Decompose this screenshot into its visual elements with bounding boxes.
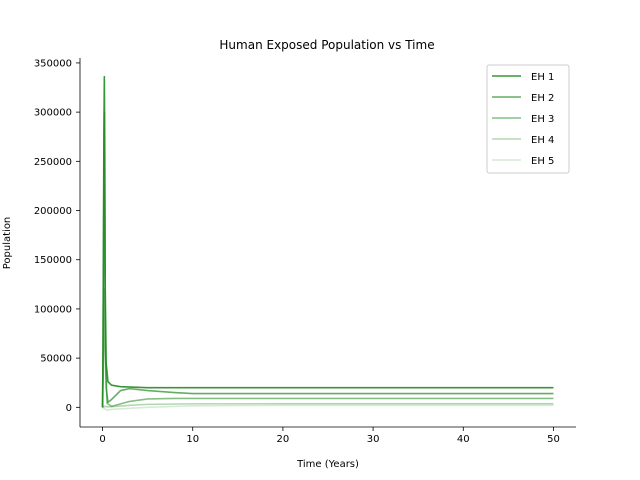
x-tick-label: 50 [547,434,560,445]
series-line-eh-1 [101,75,554,408]
x-tick-label: 40 [457,434,470,445]
x-tick-label: 30 [367,434,380,445]
x-tick-label: 0 [99,434,105,445]
chart-title: Human Exposed Population vs Time [219,38,434,52]
legend-label: EH 5 [531,156,554,167]
series-line-eh-5 [102,404,554,412]
plot-area [101,75,554,412]
legend: EH 1 EH 2 EH 3 EH 4 EH 5 [486,64,570,174]
y-axis-ticks: 0 50000 100000 150000 200000 250000 300000 3500… [34,58,80,414]
y-tick-label: 0 [66,403,72,414]
legend-frame [486,64,570,174]
y-tick-label: 50000 [40,354,72,365]
y-tick-label: 150000 [34,255,72,266]
y-tick-label: 200000 [34,206,72,217]
y-tick-label: 300000 [34,108,72,119]
series-line-eh-4 [102,402,554,409]
x-axis-ticks: 0 10 20 30 40 50 [99,427,560,445]
x-tick-label: 10 [186,434,199,445]
x-axis-label: Time (Years) [296,459,359,470]
y-tick-label: 250000 [34,157,72,168]
y-tick-label: 350000 [34,58,72,69]
y-tick-label: 100000 [34,304,72,315]
legend-label: EH 4 [531,135,554,146]
y-axis-label: Population [2,217,13,270]
legend-label: EH 1 [531,72,554,83]
legend-label: EH 3 [531,114,554,125]
legend-label: EH 2 [531,93,554,104]
x-tick-label: 20 [277,434,290,445]
